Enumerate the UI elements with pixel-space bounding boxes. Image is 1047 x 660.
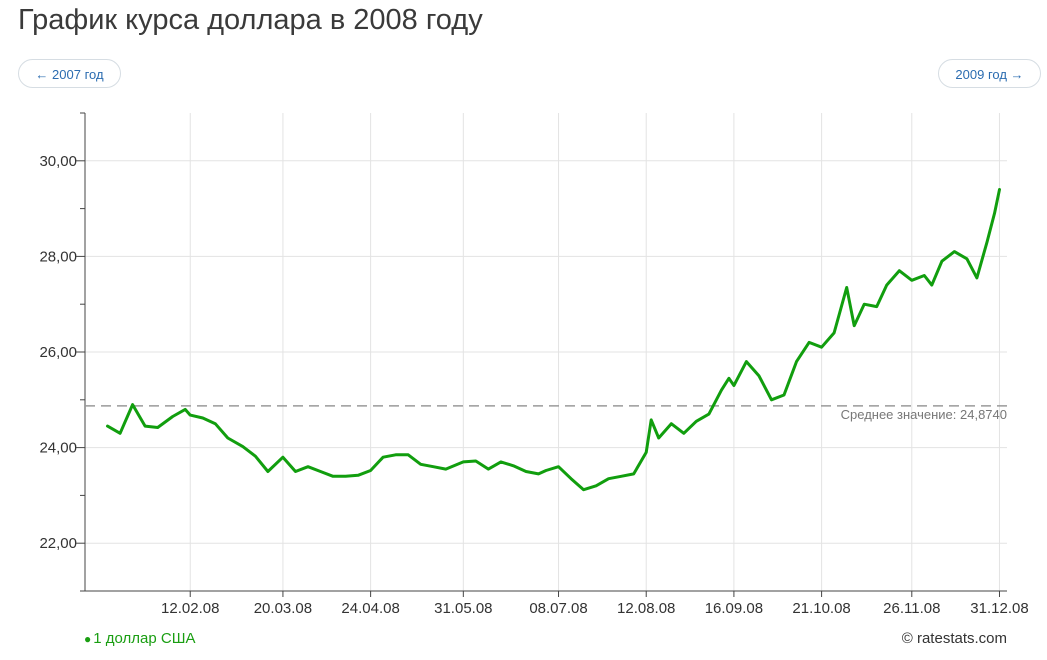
y-tick-label: 24,00 — [39, 440, 77, 457]
x-tick-label: 12.02.08 — [161, 600, 219, 617]
x-tick-label: 12.08.08 — [617, 600, 675, 617]
x-tick-label: 24.04.08 — [341, 600, 399, 617]
x-tick-label: 16.09.08 — [705, 600, 763, 617]
series-line — [106, 188, 1001, 492]
average-group: Среднее значение: 24,8740 — [85, 405, 1007, 422]
x-tick-label: 26.11.08 — [883, 600, 940, 617]
previous-year-button[interactable]: ← 2007 год — [18, 59, 121, 88]
copyright-credit: © ratestats.com — [901, 630, 1007, 647]
legend-series-label: 1 доллар США — [93, 630, 196, 647]
y-tick-label: 30,00 — [39, 153, 77, 170]
grid-lines — [85, 113, 1007, 591]
series-group — [106, 188, 1001, 492]
y-tick-label: 26,00 — [39, 344, 77, 361]
next-year-button[interactable]: 2009 год → — [938, 59, 1041, 88]
average-label: Среднее значение: 24,8740 — [841, 407, 1007, 422]
x-tick-label: 21.10.08 — [792, 600, 850, 617]
x-tick-label: 20.03.08 — [254, 600, 312, 617]
legend: ● 1 доллар США — [84, 630, 195, 647]
y-tick-label: 28,00 — [39, 248, 77, 265]
axes: 22,00 24,00 26,00 28,00 30,00 12.02.08 20.03.0… — [39, 112, 1029, 617]
legend-marker-icon: ● — [84, 632, 92, 646]
x-tick-label: 31.12.08 — [970, 600, 1028, 617]
page-title: График курса доллара в 2008 году — [18, 4, 483, 36]
x-tick-label: 31.05.08 — [434, 600, 492, 617]
y-tick-label: 22,00 — [39, 535, 77, 552]
x-tick-label: 08.07.08 — [529, 600, 587, 617]
